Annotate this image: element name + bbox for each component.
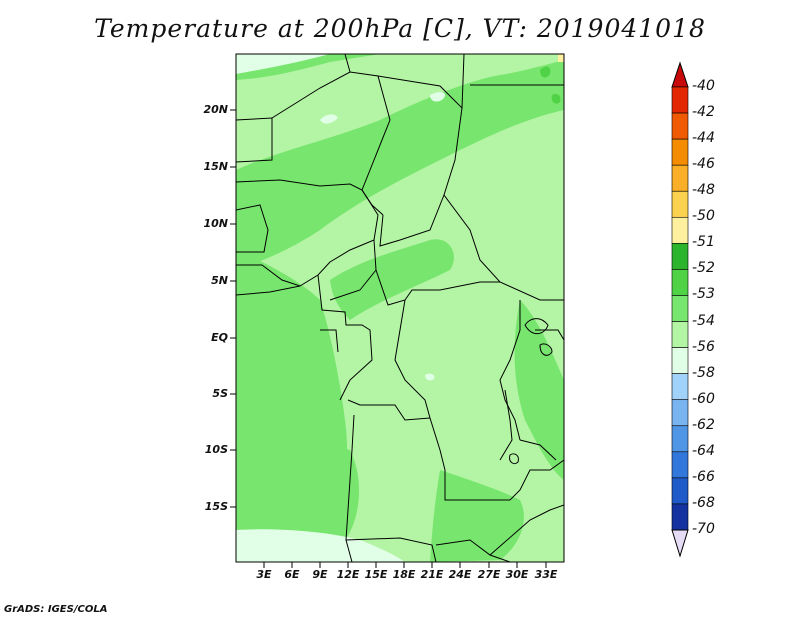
colorbar-segment [671,243,689,270]
southwest-band [250,435,360,542]
colorbar-segment [671,321,689,348]
colorbar-label: -62 [692,416,715,433]
colorbar-bottom-arrow [671,529,689,558]
colorbar-label: -56 [692,338,715,355]
colorbar-segment [671,451,689,479]
colorbar-label: -51 [692,234,715,251]
lon-label: 27E [477,568,501,581]
colorbar-label: -60 [692,390,715,407]
country-borders [236,54,564,562]
colorbar-top-arrow [671,61,689,88]
colorbar-segment [671,164,689,192]
lon-label: 9E [312,568,328,581]
lon-label: 21E [420,568,444,581]
colorbar-segment [671,216,689,244]
lat-label: 10N [203,217,228,230]
south-band [430,470,524,562]
pale-regions [236,54,446,562]
lat-label: 5S [212,387,228,400]
colorbar-segment [671,347,689,374]
colorbar-segment [671,399,689,427]
north-pale-patch-2 [430,92,446,102]
colorbar-label: -70 [692,521,715,537]
colorbar-segment [671,503,689,531]
lon-label: 6E [284,568,300,581]
map-frame [235,53,565,563]
colorbar-label: -54 [692,312,715,329]
grads-credit: GrADS: IGES/COLA [4,604,108,615]
lon-label: 33E [534,568,558,581]
lon-label: 12E [336,568,360,581]
lon-label: 24E [448,568,472,581]
colorbar-segment [671,373,689,401]
latitude-ticks [230,109,236,508]
colorbar-label: -58 [692,364,715,381]
east-band [514,300,564,480]
lat-label: 10S [204,443,228,456]
lon-label: 3E [256,568,272,581]
colorbar-segment [671,112,689,140]
colorbar-segment [671,425,689,453]
lat-label: 20N [203,103,228,116]
colorbar-label: -44 [692,130,715,147]
colorbar-label: -53 [692,286,715,303]
lon-label: 18E [392,568,416,581]
lat-label: 5N [211,274,228,287]
colorbar-label: -50 [692,208,715,225]
colorbar-label: -48 [692,182,715,199]
lat-label: EQ [211,331,228,344]
colorbar-label: -66 [692,468,715,485]
sahel-band [236,60,564,270]
colorbar-label: -52 [692,260,715,277]
central-band [330,239,454,320]
lon-label: 30E [505,568,529,581]
northwest-pale [236,54,330,74]
lon-label: 15E [364,568,388,581]
central-pale-patch [425,373,435,381]
colorbar-segment [671,138,689,166]
colorbar-segment [671,269,689,296]
colorbar-label: -46 [692,156,715,173]
colorbar-label: -42 [692,104,715,121]
colorbar-segment [671,477,689,505]
north-pale-patch [320,114,338,124]
colorbar-segment [671,86,689,114]
medium-green-regions [236,54,564,562]
lat-label: 15S [204,500,228,513]
southwest-pale [236,529,405,562]
colorbar-segment [671,190,689,218]
colorbar-segment [671,295,689,322]
colorbar [671,61,689,558]
colorbar-label: -64 [692,442,715,459]
warm-spots [540,54,564,104]
lat-label: 15N [203,160,228,173]
map-title: Temperature at 200hPa [C], VT: 201904101… [94,14,706,43]
colorbar-label: -68 [692,494,715,511]
colorbar-label: -40 [692,78,715,94]
longitude-ticks [263,562,547,568]
